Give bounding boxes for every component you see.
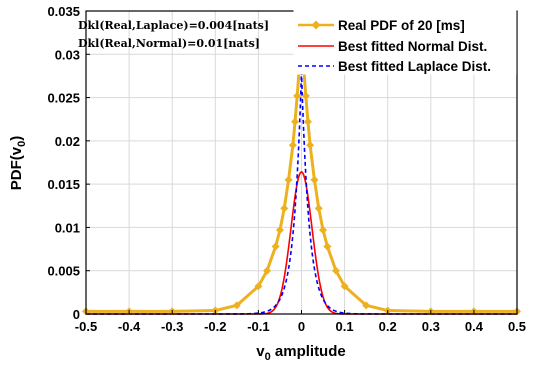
annotation-dkl-laplace: Dkl(Real,Laplace)=0.004[nats] (78, 19, 269, 32)
series-real-pdf-marker (310, 175, 319, 184)
legend-marker-real (311, 20, 321, 30)
x-tick-label: 0.1 (336, 319, 354, 334)
x-tick-label: -0.3 (161, 319, 183, 334)
series-real-pdf-marker (263, 266, 272, 275)
series-real-pdf-marker (303, 117, 312, 126)
series-real-pdf-marker (301, 91, 310, 100)
y-axis-title: PDF(v0) (8, 136, 28, 190)
x-tick-label: -0.4 (118, 319, 141, 334)
y-tick-label: 0.03 (55, 47, 80, 62)
series-real-pdf-marker (306, 141, 315, 150)
series-real-pdf-marker (340, 282, 349, 291)
series-real-pdf-marker (232, 301, 241, 310)
x-tick-label: -0.1 (247, 319, 269, 334)
x-axis-title: v0 amplitude (256, 343, 345, 363)
y-tick-label: 0.015 (47, 177, 80, 192)
legend: Real PDF of 20 [ms] Best fitted Normal D… (293, 8, 517, 75)
y-axis-title-sub: 0 (16, 141, 28, 147)
series-real-pdf-marker (288, 141, 297, 150)
annotation-dkl-normal: Dkl(Real,Normal)=0.01[nats] (78, 37, 260, 50)
legend-label-real: Real PDF of 20 [ms] (338, 18, 465, 33)
series-real-pdf-marker (271, 242, 280, 251)
legend-label-normal: Best fitted Normal Dist. (338, 39, 487, 54)
series-real-pdf-marker (254, 282, 263, 291)
y-tick-label: 0.02 (55, 134, 80, 149)
legend-box (293, 8, 517, 75)
axis-ticks: -0.5 -0.4 -0.3 -0.2 -0.1 0 0.1 0.2 0.3 0.4 0.5 0 0.0… (47, 4, 526, 334)
x-tick-label: 0.2 (379, 319, 397, 334)
x-axis-title-sub: 0 (265, 351, 271, 363)
y-axis-title-main: PDF(v (8, 146, 25, 190)
y-tick-label: 0.035 (47, 4, 80, 19)
y-axis-title-rest: ) (8, 136, 25, 141)
x-tick-label: 0.3 (422, 319, 440, 334)
y-tick-label: 0.025 (47, 91, 80, 106)
series-real-pdf-marker (323, 242, 332, 251)
y-tick-label: 0 (73, 307, 80, 322)
x-tick-label: 0 (298, 319, 305, 334)
x-tick-label: -0.2 (204, 319, 226, 334)
series-real-pdf-marker (275, 226, 284, 235)
x-axis-title-rest: amplitude (271, 343, 346, 360)
series-real-pdf-marker (331, 266, 340, 275)
series-real-pdf-marker (284, 175, 293, 184)
x-axis-title-main: v (256, 343, 265, 360)
series-real-pdf-marker (291, 117, 300, 126)
series-real-pdf-marker (319, 226, 328, 235)
series-real-pdf-marker (293, 91, 302, 100)
legend-label-laplace: Best fitted Laplace Dist. (338, 59, 491, 74)
series-real-pdf-marker (280, 204, 289, 213)
y-tick-label: 0.01 (55, 220, 80, 235)
y-tick-label: 0.005 (47, 264, 80, 279)
series-real-pdf-marker (362, 301, 371, 310)
series-real-pdf-marker (314, 204, 323, 213)
x-tick-label: 0.4 (465, 319, 484, 334)
x-tick-label: 0.5 (508, 319, 526, 334)
x-tick-label: -0.5 (75, 319, 97, 334)
